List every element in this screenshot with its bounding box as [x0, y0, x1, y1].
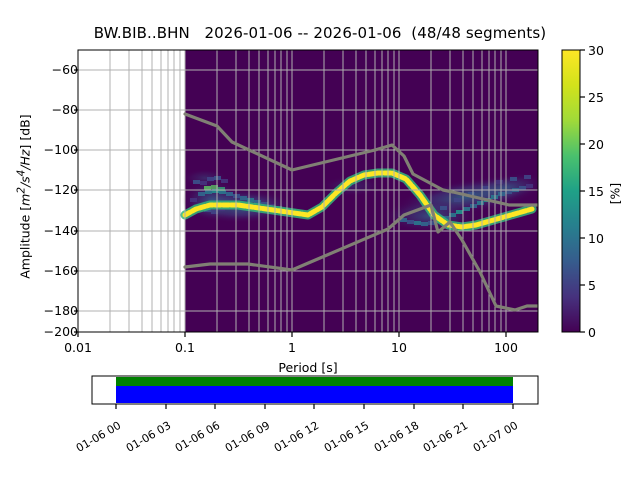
colorbar-tick-label: 20: [588, 137, 604, 152]
x-tick-label: 10: [391, 340, 407, 355]
x-axis-label: Period [s]: [278, 360, 338, 375]
y-tick-label: −160: [43, 263, 78, 278]
colorbar-ticks: [580, 49, 585, 333]
colorbar-label: [%]: [607, 182, 623, 205]
x-tick-label: 0.01: [64, 340, 92, 355]
y-tick-label: −140: [43, 223, 78, 238]
x-tick-marks: [77, 332, 507, 337]
colorbar-gradient: [561, 49, 581, 333]
colorbar-tick-label: 5: [588, 278, 596, 293]
colorbar-tick-label: 25: [588, 90, 604, 105]
axes-frame: [77, 49, 539, 333]
x-tick-label: 1: [288, 340, 296, 355]
plot-title: BW.BIB..BHN 2026-01-06 -- 2026-01-06 (48…: [93, 24, 547, 42]
y-tick-label: −200: [43, 324, 78, 339]
y-tick-label: −60: [51, 62, 78, 77]
ppsd-histogram: [180, 50, 538, 332]
density-cloud-far-right: [465, 173, 538, 203]
colorbar: [561, 49, 585, 333]
ppsd-axes: [74, 49, 539, 337]
y-tick-label: −120: [43, 182, 78, 197]
colorbar-tick-label: 0: [588, 325, 596, 340]
data-coverage-bar: [116, 386, 513, 403]
histogram-bins: [190, 175, 533, 226]
timeline-axes: [91, 375, 539, 409]
x-tick-label: 100: [494, 340, 518, 355]
nhnm-curve: [183, 112, 538, 207]
y-tick-label: −80: [51, 102, 78, 117]
colorbar-tick-label: 30: [588, 43, 604, 58]
noise-model-curves: [183, 112, 538, 312]
y-tick-marks: [74, 69, 78, 333]
psd-segments-bar: [116, 377, 513, 386]
y-tick-label: −100: [43, 142, 78, 157]
ppsd-figure: BW.BIB..BHN 2026-01-06 -- 2026-01-06 (48…: [15, 24, 623, 455]
x-tick-label: 0.1: [175, 340, 195, 355]
colorbar-tick-label: 10: [588, 231, 604, 246]
ppsd-mode-ridge: [182, 170, 535, 230]
y-tick-label: −180: [43, 303, 78, 318]
timeline-tick-marks: [115, 404, 514, 409]
y-axis-label: Amplitude [m2/s4/Hz] [dB]: [15, 114, 33, 279]
grid-lines: [78, 50, 539, 332]
nlnm-curve: [183, 203, 538, 312]
colorbar-tick-label: 15: [588, 184, 604, 199]
